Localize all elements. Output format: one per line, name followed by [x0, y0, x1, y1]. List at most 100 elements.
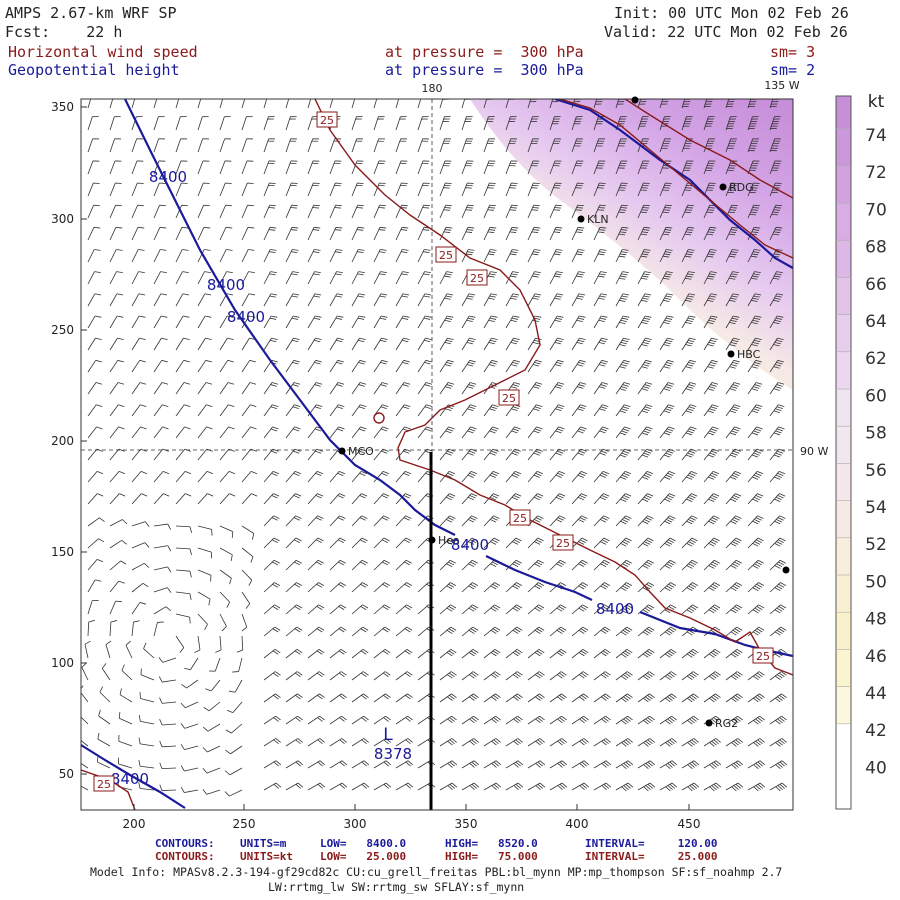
wind-barb [395, 738, 413, 747]
wind-barb [483, 315, 498, 329]
wind-barb [131, 271, 145, 285]
wind-barb [307, 715, 325, 725]
wind-barb [659, 382, 675, 395]
wind-barb [153, 182, 166, 197]
wind-barb [483, 648, 501, 659]
wind-barb [159, 697, 177, 704]
wind-barb [505, 116, 517, 131]
wind-barb [87, 382, 103, 395]
wind-barb [571, 537, 588, 549]
svg-text:25: 25 [756, 650, 770, 663]
wind-barb [769, 315, 784, 329]
wind-barb [681, 382, 697, 395]
wind-barb [659, 648, 677, 659]
wind-barb [87, 404, 103, 417]
wind-barb [637, 426, 653, 439]
wind-barb [527, 760, 546, 769]
wind-barb [351, 738, 369, 747]
wind-barb [118, 734, 133, 747]
wind-barb [527, 226, 541, 241]
wind-barb [461, 293, 476, 307]
wind-barb [158, 676, 177, 683]
wind-barb [461, 715, 479, 725]
wind-barb [725, 271, 739, 285]
wind-barb [461, 626, 479, 637]
wind-barb [351, 204, 364, 219]
wind-barb [637, 470, 654, 483]
wind-barb [395, 760, 414, 769]
wind-barb [329, 782, 348, 791]
wind-barb [483, 249, 497, 263]
wind-barb [483, 671, 501, 681]
wind-barb [224, 767, 243, 776]
wind-barb [725, 626, 743, 637]
wind-barb [224, 789, 243, 797]
wind-barb [549, 448, 565, 461]
wind-barb [439, 204, 452, 219]
wind-barb [703, 671, 721, 681]
meridian-label-180: 180 [422, 82, 443, 95]
wind-barb [593, 226, 607, 241]
wind-barb [527, 116, 539, 131]
wind-barb [153, 293, 168, 307]
wind-barb [307, 448, 323, 461]
wind-barb [395, 249, 409, 263]
wind-barb [439, 293, 454, 307]
x-tick-label: 300 [344, 817, 367, 831]
wind-barb [505, 204, 518, 219]
colorbar-swatch [836, 165, 851, 204]
wind-barb [681, 537, 698, 549]
wind-barb [637, 448, 653, 461]
wind-barb [725, 559, 742, 571]
wind-barb [615, 693, 633, 703]
wind-barb [483, 226, 497, 241]
wind-barb [593, 782, 612, 791]
wind-barb [153, 382, 169, 395]
colorbar-swatch [836, 96, 851, 129]
wind-barb [593, 382, 609, 395]
wind-barb [241, 569, 253, 586]
wind-barb [549, 426, 565, 439]
colorbar-swatch [836, 351, 851, 390]
wind-barb [527, 738, 545, 747]
wind-barb [637, 626, 655, 637]
wind-barb [637, 604, 655, 615]
wind-barb [417, 249, 431, 263]
wind-barb [461, 559, 478, 571]
wind-barb [175, 271, 189, 285]
wind-barb [285, 715, 303, 725]
contour1-high: HIGH= 8520.0 [445, 837, 538, 850]
wind-barb [527, 671, 545, 681]
wind-barb [549, 515, 566, 527]
wind-barb [637, 337, 652, 351]
wind-contour-sw [81, 769, 136, 810]
wind-barb [769, 293, 784, 307]
wind-barb [109, 404, 125, 417]
wind-barb [681, 249, 695, 263]
wind-barb [461, 515, 478, 527]
wind-barb [703, 782, 722, 792]
wind-barb [197, 293, 212, 307]
wind-barb [659, 470, 676, 483]
wind-barb [439, 382, 455, 395]
wind-barb [153, 116, 165, 131]
wind-barb [109, 226, 123, 241]
wind-barb [109, 337, 124, 351]
wind-barb [505, 160, 518, 175]
wind-barb [131, 562, 150, 571]
height-contour-sw [81, 744, 186, 809]
wind-barb [197, 116, 209, 131]
contour2-high: HIGH= 75.000 [445, 850, 538, 863]
wind-barb [351, 493, 368, 505]
wind-barb [109, 426, 125, 439]
wind-barb [285, 404, 301, 417]
wind-barb [549, 138, 561, 153]
wind-barb [263, 693, 281, 703]
wind-barb [373, 426, 389, 439]
wind-barb [725, 138, 737, 153]
stn-top [631, 96, 639, 104]
wind-barb [307, 559, 324, 571]
wind-barb [373, 116, 385, 131]
wind-barb [659, 404, 675, 417]
wind-barb [505, 671, 523, 681]
